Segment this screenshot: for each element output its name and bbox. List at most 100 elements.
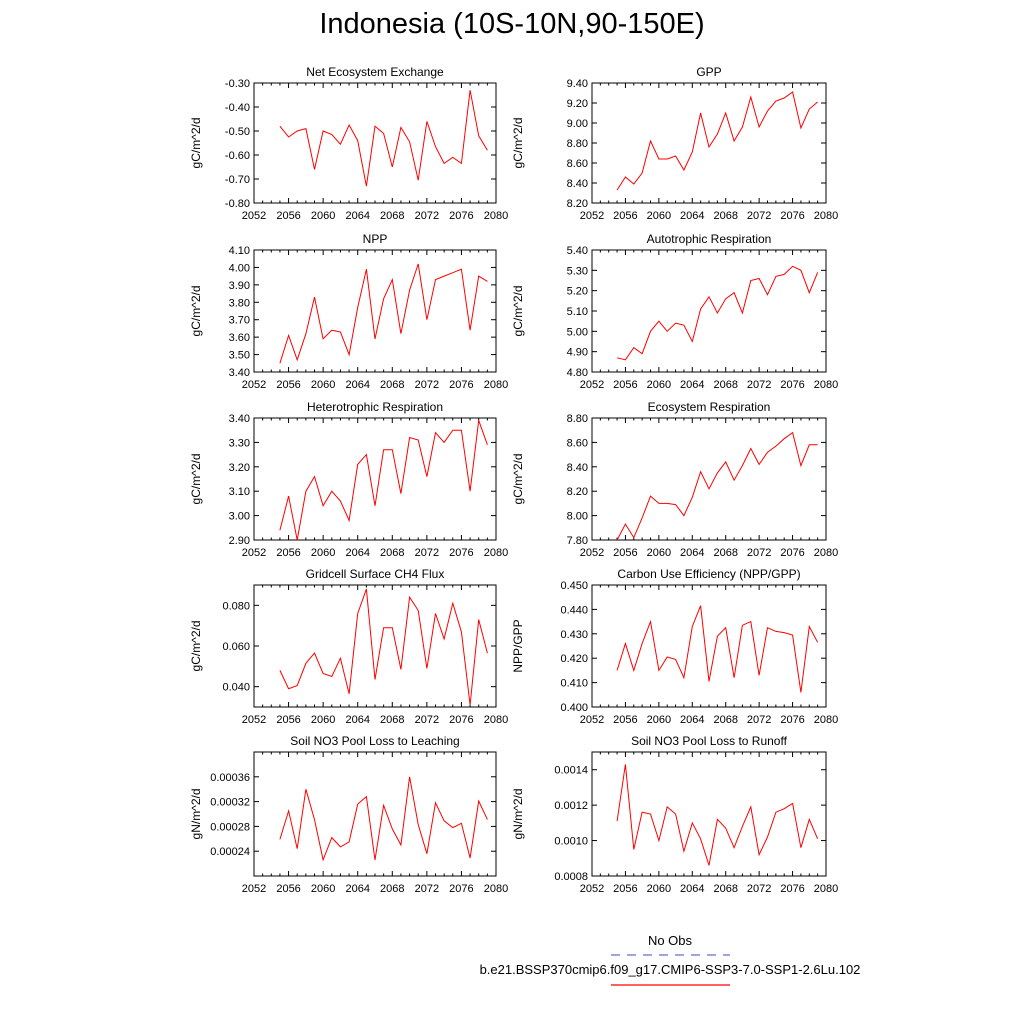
y-tick-label: 3.80 xyxy=(229,297,250,309)
x-tick-label: 2052 xyxy=(580,547,604,559)
y-tick-label: 8.80 xyxy=(567,138,588,150)
x-tick-label: 2056 xyxy=(613,210,637,222)
x-tick-label: 2072 xyxy=(415,547,439,559)
plot-frame xyxy=(591,82,827,204)
y-tick-label: 0.040 xyxy=(222,682,250,694)
y-tick-label: 0.0012 xyxy=(554,800,588,812)
x-tick-label: 2068 xyxy=(713,210,737,222)
y-tick-label: 0.00036 xyxy=(210,772,250,784)
y-tick-label: 5.40 xyxy=(567,245,588,257)
y-tick-label: -0.70 xyxy=(225,174,250,186)
x-tick-label: 2060 xyxy=(311,379,335,391)
panel-5: Ecosystem Respiration gC/m^2/d 2052 2056 206… xyxy=(511,400,838,559)
x-tick-label: 2064 xyxy=(345,547,369,559)
y-tick-label: 8.60 xyxy=(567,437,588,449)
panel-0: Net Ecosystem Exchange gC/m^2/d 2052 2056 20… xyxy=(189,65,508,222)
x-tick-label: 2072 xyxy=(415,883,439,895)
panel-title: Net Ecosystem Exchange xyxy=(306,65,444,79)
plot-frame xyxy=(253,82,497,204)
y-tick-label: 0.430 xyxy=(560,629,588,641)
panel-8: Soil NO3 Pool Loss to Leaching gN/m^2/d 20… xyxy=(189,734,508,895)
legend-model-label: b.e21.BSSP370cmip6.f09_g17.CMIP6-SSP3-7.… xyxy=(479,962,861,977)
panel-title: Heterotrophic Respiration xyxy=(307,400,443,414)
y-axis-label: NPP/GPP xyxy=(511,619,525,672)
y-tick-label: 8.60 xyxy=(567,158,588,170)
y-tick-label: 0.450 xyxy=(560,580,588,592)
y-tick-label: 0.00032 xyxy=(210,797,250,809)
x-tick-label: 2056 xyxy=(613,883,637,895)
y-tick-label: 8.20 xyxy=(567,198,588,210)
panel-2: NPP gC/m^2/d 2052 2056 2060 2064 2068 2072 2076 2… xyxy=(189,232,508,391)
x-tick-label: 2068 xyxy=(713,547,737,559)
x-tick-label: 2060 xyxy=(647,210,671,222)
x-tick-label: 2076 xyxy=(449,714,473,726)
y-tick-label: -0.80 xyxy=(225,198,250,210)
x-tick-label: 2072 xyxy=(747,547,771,559)
x-tick-label: 2064 xyxy=(680,883,704,895)
y-tick-label: 0.420 xyxy=(560,653,588,665)
x-tick-label: 2052 xyxy=(580,379,604,391)
legend-obs-line xyxy=(611,954,730,956)
series-line xyxy=(279,588,488,706)
x-tick-label: 2056 xyxy=(276,379,300,391)
x-tick-label: 2052 xyxy=(242,210,266,222)
y-tick-label: 0.410 xyxy=(560,678,588,690)
series-line xyxy=(616,91,818,191)
y-tick-label: 4.10 xyxy=(229,245,250,257)
y-tick-label: -0.60 xyxy=(225,150,250,162)
y-tick-label: 9.00 xyxy=(567,118,588,130)
legend-model-line xyxy=(611,984,730,986)
series-line xyxy=(279,90,488,187)
x-tick-label: 2060 xyxy=(311,210,335,222)
y-tick-label: 9.20 xyxy=(567,98,588,110)
y-axis-label: gC/m^2/d xyxy=(511,454,525,505)
y-axis-label: gC/m^2/d xyxy=(189,454,203,505)
panel-title: NPP xyxy=(363,232,388,246)
plot-frame xyxy=(591,584,827,708)
x-tick-label: 2064 xyxy=(345,379,369,391)
x-tick-label: 2064 xyxy=(680,714,704,726)
panel-title: Autotrophic Respiration xyxy=(647,232,772,246)
y-tick-label: 7.80 xyxy=(567,535,588,547)
x-tick-label: 2056 xyxy=(613,547,637,559)
y-tick-label: 0.00028 xyxy=(210,821,250,833)
x-tick-label: 2052 xyxy=(242,547,266,559)
x-tick-label: 2072 xyxy=(747,714,771,726)
x-tick-label: 2052 xyxy=(242,714,266,726)
x-tick-label: 2064 xyxy=(680,379,704,391)
plot-frame xyxy=(253,249,497,373)
x-tick-label: 2056 xyxy=(276,714,300,726)
x-tick-label: 2068 xyxy=(380,379,404,391)
x-tick-label: 2052 xyxy=(580,883,604,895)
x-tick-label: 2056 xyxy=(613,379,637,391)
panel-title: Soil NO3 Pool Loss to Runoff xyxy=(631,734,788,748)
panel-9: Soil NO3 Pool Loss to Runoff gN/m^2/d 2052… xyxy=(511,734,838,895)
panel-title: Ecosystem Respiration xyxy=(648,400,771,414)
x-tick-label: 2080 xyxy=(484,883,508,895)
y-tick-label: 0.400 xyxy=(560,702,588,714)
y-tick-label: -0.50 xyxy=(225,126,250,138)
panel-title: Soil NO3 Pool Loss to Leaching xyxy=(290,734,459,748)
x-tick-label: 2076 xyxy=(780,883,804,895)
x-tick-label: 2080 xyxy=(484,379,508,391)
x-tick-label: 2080 xyxy=(484,210,508,222)
y-tick-label: 8.80 xyxy=(567,413,588,425)
y-axis-label: gN/m^2/d xyxy=(189,789,203,840)
x-tick-label: 2076 xyxy=(449,547,473,559)
y-tick-label: 3.20 xyxy=(229,462,250,474)
x-tick-label: 2068 xyxy=(380,210,404,222)
y-tick-label: -0.40 xyxy=(225,102,250,114)
x-tick-label: 2076 xyxy=(449,379,473,391)
x-tick-label: 2056 xyxy=(276,547,300,559)
x-tick-label: 2064 xyxy=(345,883,369,895)
series-line xyxy=(616,431,818,541)
x-tick-label: 2068 xyxy=(380,547,404,559)
y-tick-label: 2.90 xyxy=(229,535,250,547)
y-tick-label: 8.00 xyxy=(567,511,588,523)
x-tick-label: 2068 xyxy=(713,714,737,726)
plot-frame xyxy=(253,584,497,708)
x-tick-label: 2060 xyxy=(647,714,671,726)
x-tick-label: 2076 xyxy=(780,210,804,222)
x-tick-label: 2052 xyxy=(580,714,604,726)
